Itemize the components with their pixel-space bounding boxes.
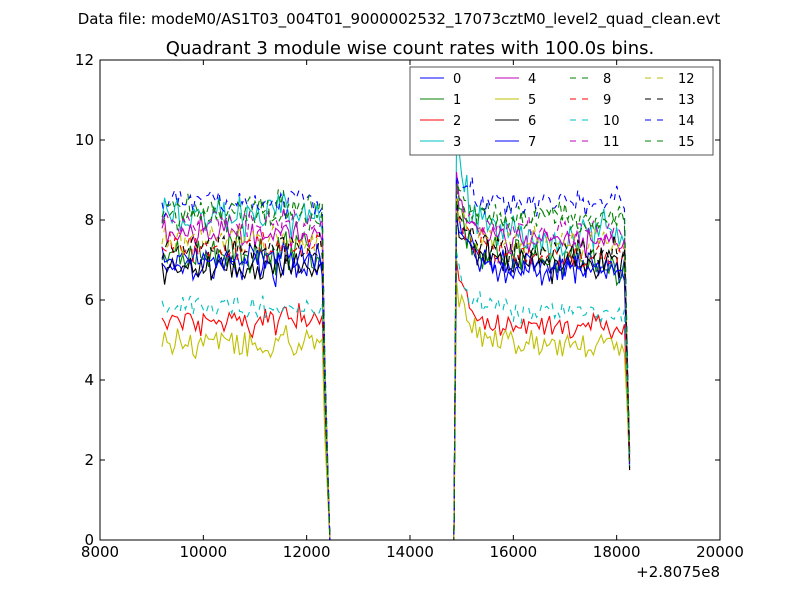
legend-box (409, 66, 714, 156)
x-tick-label: 8000 (81, 543, 119, 561)
y-tick-label: 0 (84, 531, 94, 549)
legend-label-2: 2 (453, 114, 461, 129)
series-line-15 (161, 183, 631, 541)
series-line-12 (161, 195, 631, 541)
x-tick-label: 14000 (386, 543, 434, 561)
legend-label-13: 13 (678, 93, 695, 108)
y-tick-label: 2 (84, 451, 94, 469)
x-tick-label: 18000 (593, 543, 641, 561)
series-line-14 (161, 175, 631, 541)
series-line-5 (161, 279, 631, 541)
series-line-13 (161, 199, 631, 541)
chart-suptitle: Data file: modeM0/AS1T03_004T01_90000025… (78, 10, 721, 29)
series-line-10 (161, 251, 631, 541)
legend-label-3: 3 (453, 135, 461, 150)
legend-label-5: 5 (528, 93, 536, 108)
x-tick-label: 12000 (283, 543, 331, 561)
y-tick-label: 4 (84, 371, 94, 389)
y-tick-label: 6 (84, 291, 94, 309)
series-line-4 (161, 171, 631, 541)
x-tick-label: 10000 (179, 543, 227, 561)
legend-label-1: 1 (453, 93, 461, 108)
legend-label-7: 7 (528, 135, 536, 150)
x-tick-label: 16000 (489, 543, 537, 561)
legend-label-4: 4 (528, 72, 536, 87)
legend-label-9: 9 (603, 93, 611, 108)
series-layer (161, 139, 631, 541)
x-tick-label: 20000 (696, 543, 744, 561)
series-line-8 (161, 179, 631, 541)
legend-label-11: 11 (603, 135, 620, 150)
ticks-layer: 8000 10000 12000 14000 16000 18000 20000 0 2 4 6 8 1… (75, 51, 744, 561)
y-tick-label: 8 (84, 211, 94, 229)
legend-label-12: 12 (678, 72, 695, 87)
legend-label-6: 6 (528, 114, 536, 129)
series-line-2 (161, 259, 631, 541)
chart-title: Quadrant 3 module wise count rates with … (166, 38, 655, 59)
series-line-11 (161, 183, 631, 541)
series-line-9 (161, 199, 631, 541)
y-tick-label: 12 (75, 51, 94, 69)
legend-label-8: 8 (603, 72, 611, 87)
x-offset-label: +2.8075e8 (636, 563, 720, 581)
legend-label-15: 15 (678, 135, 695, 150)
legend-label-14: 14 (678, 114, 695, 129)
legend-label-0: 0 (453, 72, 461, 87)
y-tick-label: 10 (75, 131, 94, 149)
legend-label-10: 10 (603, 114, 620, 129)
